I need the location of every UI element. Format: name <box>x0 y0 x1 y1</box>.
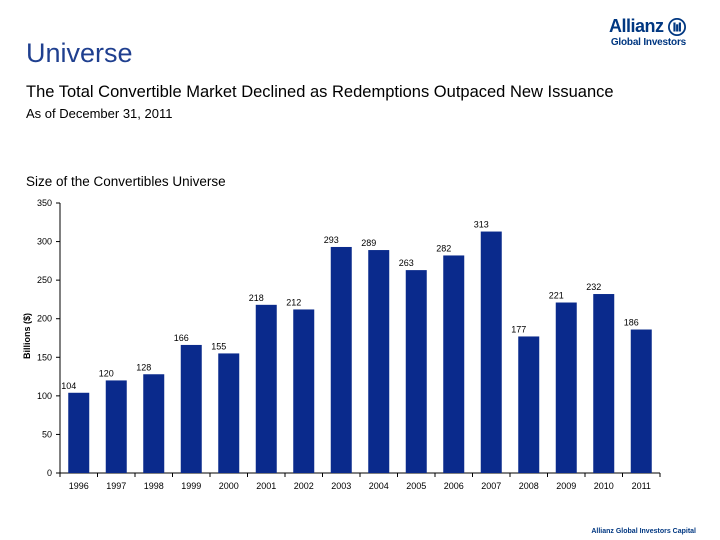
data-label: 128 <box>136 362 151 372</box>
bar-1999 <box>180 344 202 473</box>
logo-wordmark: Allianz <box>609 16 664 36</box>
data-label: 263 <box>399 258 414 268</box>
chart-tick-labels: 0 50 100 150 200 250 300 350 1996 1997 1998 1999 200… <box>37 198 651 491</box>
y-tick-label: 50 <box>42 429 52 439</box>
x-tick-label: 2003 <box>331 481 351 491</box>
bar-2004 <box>368 250 390 473</box>
bar-2008 <box>518 336 540 473</box>
data-label: 212 <box>286 297 301 307</box>
bar-2002 <box>293 309 315 473</box>
data-label: 218 <box>249 293 264 303</box>
y-tick-label: 300 <box>37 237 52 247</box>
x-tick-label: 2008 <box>519 481 539 491</box>
headline: The Total Convertible Market Declined as… <box>26 83 614 101</box>
data-label: 221 <box>549 291 564 301</box>
bar-1997 <box>105 380 127 473</box>
bar-2000 <box>218 353 240 473</box>
y-tick-label: 250 <box>37 275 52 285</box>
logo-subtitle: Global Investors <box>610 37 686 48</box>
x-tick-label: 2006 <box>444 481 464 491</box>
x-tick-label: 2004 <box>369 481 389 491</box>
chart-data-labels: 104 120 128 166 155 218 212 293 289 263 282 313 177 2… <box>61 220 639 391</box>
bar-2005 <box>405 270 427 473</box>
chart-bars <box>68 231 652 473</box>
data-label: 186 <box>624 318 639 328</box>
x-tick-label: 2002 <box>294 481 314 491</box>
data-label: 313 <box>474 220 489 230</box>
data-label: 289 <box>361 238 376 248</box>
bar-2003 <box>330 246 352 473</box>
data-label: 155 <box>211 341 226 351</box>
bar-2007 <box>480 231 502 473</box>
x-tick-label: 1996 <box>69 481 89 491</box>
x-tick-label: 1998 <box>144 481 164 491</box>
x-tick-label: 2001 <box>256 481 276 491</box>
x-tick-label: 2009 <box>556 481 576 491</box>
chart-title: Size of the Convertibles Universe <box>26 174 226 189</box>
x-tick-label: 2011 <box>632 481 651 491</box>
data-label: 282 <box>436 243 451 253</box>
data-label: 104 <box>61 381 76 391</box>
data-label: 166 <box>174 333 189 343</box>
bar-2001 <box>255 304 277 473</box>
y-tick-label: 200 <box>37 314 52 324</box>
x-tick-label: 2007 <box>481 481 501 491</box>
y-axis-label: Billions ($) <box>22 313 32 359</box>
data-label: 177 <box>511 324 526 334</box>
bar-2009 <box>555 302 577 473</box>
data-label: 232 <box>586 282 601 292</box>
y-tick-label: 350 <box>37 198 52 208</box>
data-label: 120 <box>99 368 114 378</box>
y-tick-label: 100 <box>37 391 52 401</box>
x-tick-label: 2010 <box>594 481 614 491</box>
page-title: Universe <box>26 38 133 68</box>
data-label: 293 <box>324 235 339 245</box>
x-tick-label: 1997 <box>106 481 126 491</box>
as-of-date: As of December 31, 2011 <box>26 106 173 121</box>
allianz-eagle-icon <box>668 17 686 36</box>
x-tick-label: 1999 <box>181 481 201 491</box>
y-tick-label: 150 <box>37 352 52 362</box>
bar-2006 <box>443 255 465 473</box>
brand-logo: Allianz Global Investors <box>604 16 686 56</box>
x-tick-label: 2005 <box>406 481 426 491</box>
bar-2011 <box>630 329 652 473</box>
bar-2010 <box>593 294 615 473</box>
x-tick-label: 2000 <box>219 481 239 491</box>
bar-1996 <box>68 392 90 473</box>
bar-1998 <box>143 374 165 473</box>
footer-brand: Allianz Global Investors Capital <box>591 528 696 535</box>
y-tick-label: 0 <box>47 468 52 478</box>
